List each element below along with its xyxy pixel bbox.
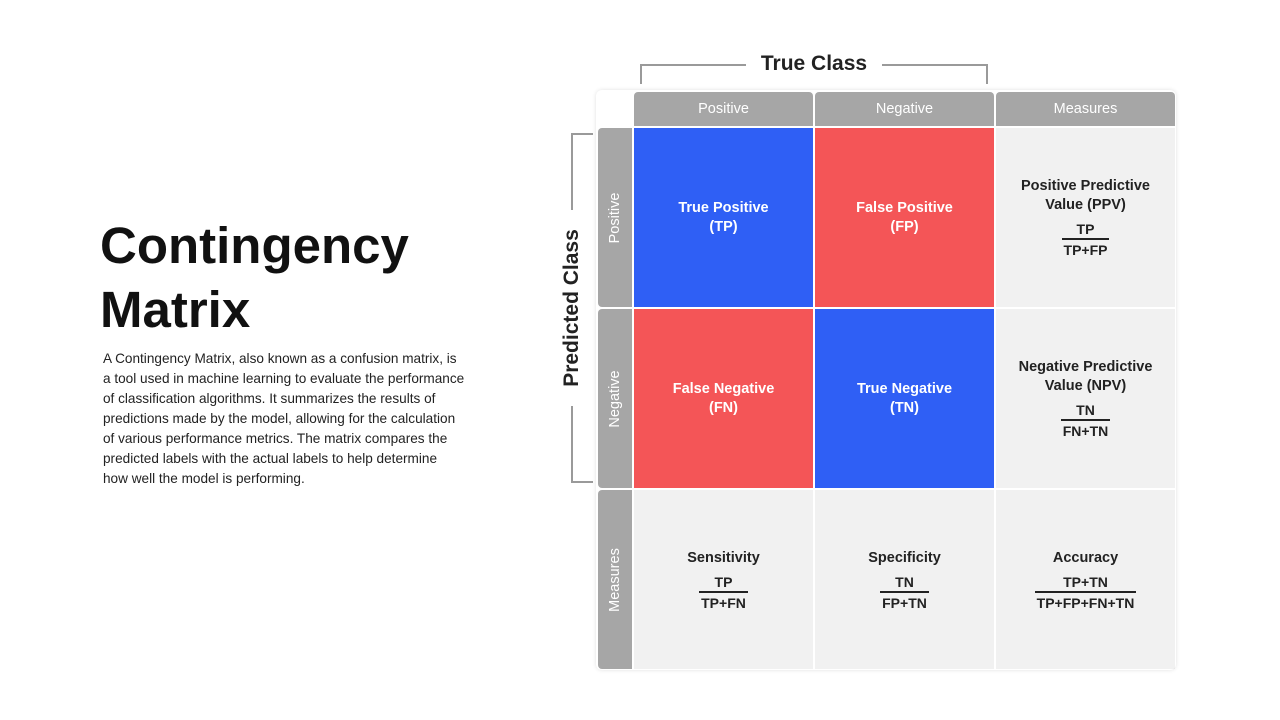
cell-name: True Positive	[678, 199, 769, 216]
fraction-bar	[880, 590, 929, 593]
row-header-measures: Measures	[598, 490, 632, 669]
cell-false-negative: False Negative (FN)	[634, 309, 813, 488]
formula-denominator: TP+FP+FN+TN	[1036, 594, 1135, 611]
cell-ppv: Positive Predictive Value (PPV) TP TP+FP	[996, 128, 1175, 307]
formula-numerator: TP+TN	[1063, 573, 1108, 590]
title-line-2: Matrix	[100, 281, 251, 338]
formula-numerator: TP	[714, 573, 733, 590]
formula: TP+TN TP+FP+FN+TN	[1034, 573, 1137, 611]
fraction-bar	[1034, 590, 1137, 593]
cell-name: Accuracy	[1052, 549, 1119, 566]
fraction-bar	[699, 590, 748, 593]
cell-abbrev: (TP)	[709, 218, 738, 235]
row-header-positive: Positive	[598, 128, 632, 307]
row-header-negative-label: Negative	[607, 369, 623, 428]
cell-npv: Negative Predictive Value (NPV) TN FN+TN	[996, 309, 1175, 488]
cell-abbrev: (FN)	[709, 399, 738, 416]
col-header-measures: Measures	[996, 92, 1175, 126]
formula: TP TP+FP	[1061, 221, 1110, 258]
row-header-negative: Negative	[598, 309, 632, 488]
row-header-positive-label: Positive	[607, 192, 623, 243]
cell-sensitivity: Sensitivity TP TP+FN	[634, 490, 813, 669]
formula-denominator: TP+FP	[1063, 242, 1108, 258]
formula: TP TP+FN	[699, 574, 748, 611]
row-header-measures-label: Measures	[607, 547, 623, 612]
fraction-bar	[1061, 238, 1110, 240]
cell-abbrev: (TN)	[890, 399, 919, 416]
formula: TN FP+TN	[880, 574, 929, 611]
predicted-class-label-bg	[558, 210, 586, 406]
col-header-positive: Positive	[634, 92, 813, 126]
cell-name: True Negative	[856, 380, 953, 397]
cell-name: False Negative	[672, 380, 775, 397]
formula: TN FN+TN	[1060, 402, 1111, 439]
cell-false-positive: False Positive (FP)	[815, 128, 994, 307]
cell-name-line2: Value (PPV)	[1045, 197, 1126, 213]
description-text: A Contingency Matrix, also known as a co…	[103, 351, 465, 486]
cell-name: Specificity	[868, 549, 941, 566]
cell-specificity: Specificity TN FP+TN	[815, 490, 994, 669]
formula-numerator: TN	[895, 573, 914, 590]
fraction-bar	[1060, 419, 1111, 421]
col-header-negative: Negative	[815, 92, 994, 126]
formula-numerator: TP	[1076, 221, 1095, 237]
cell-abbrev: (FP)	[890, 218, 919, 235]
cell-name-line2: Value (NPV)	[1044, 378, 1127, 394]
formula-denominator: FP+TN	[882, 594, 927, 611]
cell-true-negative: True Negative (TN)	[815, 309, 994, 488]
formula-denominator: TP+FN	[701, 594, 746, 611]
formula-denominator: FN+TN	[1062, 423, 1109, 439]
cell-accuracy: Accuracy TP+TN TP+FP+FN+TN	[996, 490, 1175, 669]
page-title: Contingency Matrix	[100, 214, 520, 342]
cell-name: Positive Predictive	[1021, 178, 1150, 194]
formula-numerator: TN	[1076, 402, 1095, 418]
true-class-label: True Class	[746, 50, 882, 78]
title-line-1: Contingency	[100, 217, 409, 274]
cell-true-positive: True Positive (TP)	[634, 128, 813, 307]
cell-name: False Positive	[856, 199, 953, 216]
cell-name: Negative Predictive	[1018, 359, 1153, 375]
predicted-class-label: Predicted Class	[560, 229, 583, 387]
cell-name: Sensitivity	[687, 549, 760, 566]
